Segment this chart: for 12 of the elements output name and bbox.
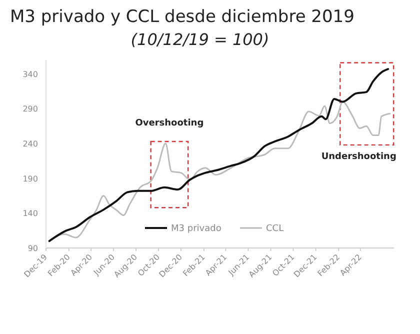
y-tick-label: 140	[22, 209, 38, 218]
y-tick-label: 290	[22, 104, 38, 114]
y-tick-label: 90	[28, 244, 38, 253]
legend-label: M3 privado	[171, 224, 222, 234]
y-tick-label: 190	[22, 174, 38, 184]
legend-label: CCL	[266, 224, 284, 234]
y-tick-label: 340	[22, 70, 38, 79]
y-tick-label: 240	[22, 140, 38, 149]
annotation: Undershooting	[321, 152, 396, 162]
annotation: Overshooting	[135, 118, 204, 128]
chart-title: M3 privado y CCL desde diciembre 2019	[10, 7, 354, 27]
chart-subtitle: (10/12/19 = 100)	[130, 30, 270, 49]
